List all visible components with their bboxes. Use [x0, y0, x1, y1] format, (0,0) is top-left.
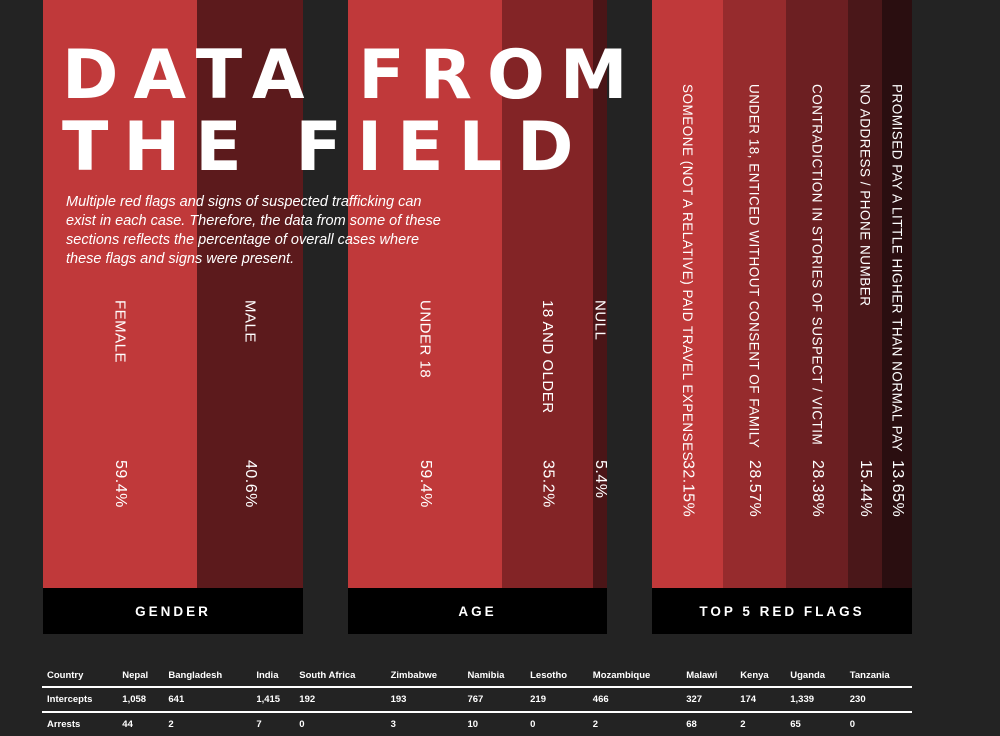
category-label-someone-not-a-relative-paid-travel-expenses: SOMEONE (NOT A RELATIVE) PAID TRAVEL EXP… [679, 84, 695, 462]
row-label: Arrests [42, 711, 118, 736]
table-cell: 1,058 [117, 686, 164, 712]
column-header-bangladesh: Bangladesh [168, 670, 223, 681]
category-label-under-18-enticed-without-consent-of-family: UNDER 18, ENTICED WITHOUT CONSENT OF FAM… [746, 84, 762, 449]
value-label-no-address-phone-number: 15.44% [856, 460, 874, 518]
page-subtitle: Multiple red flags and signs of suspecte… [66, 194, 441, 267]
table-cell: 1,339 [785, 686, 845, 712]
table-cell: 219 [525, 686, 588, 712]
category-label-male: MALE [241, 300, 259, 343]
column-header-lesotho: Lesotho [530, 670, 568, 681]
value-label-contradiction-in-stories-of-suspect-victim: 28.38% [808, 460, 826, 518]
page-title: DATA FROM THE FIELD [62, 40, 643, 184]
table-header-row: Country Nepal Bangladesh India South Africa Z… [42, 666, 912, 687]
bar-promised-pay-a-little-higher-than-normal-pay: PROMISED PAY A LITTLE HIGHER THAN NORMAL… [881, 0, 912, 588]
bar-under-18: UNDER 18 59.4% [348, 0, 502, 588]
column-header-malawi: Malawi [686, 670, 718, 681]
value-label-male: 40.6% [242, 460, 260, 508]
table-row-intercepts: Intercepts 1,058 641 1,415 192 193 767 219 466 32… [42, 686, 912, 712]
table-cell: 174 [735, 686, 786, 712]
column-header-tanzania: Tanzania [849, 670, 890, 681]
gender-bars: FEMALE 59.4% MALE 40.6% [43, 0, 303, 588]
category-label-contradiction-in-stories-of-suspect-victim: CONTRADICTION IN STORIES OF SUSPECT / VI… [809, 84, 825, 446]
bar-someone-not-a-relative-paid-travel-expenses: SOMEONE (NOT A RELATIVE) PAID TRAVEL EXP… [652, 0, 723, 588]
red-flags-bars: SOMEONE (NOT A RELATIVE) PAID TRAVEL EXP… [652, 0, 912, 588]
value-label-female: 59.4% [112, 460, 130, 508]
bar-male: MALE 40.6% [197, 0, 303, 588]
table-cell: 767 [462, 686, 526, 712]
red-flags-panel-title: TOP 5 RED FLAGS [652, 588, 912, 634]
bar-no-address-phone-number: NO ADDRESS / PHONE NUMBER 15.44% [847, 0, 882, 588]
bar-female: FEMALE 59.4% [43, 0, 198, 588]
table-cell: 0 [844, 711, 912, 736]
column-header-kenya: Kenya [740, 670, 769, 681]
table-cell: 327 [681, 686, 736, 712]
table-cell: 192 [294, 686, 386, 712]
row-label: Intercepts [42, 686, 118, 712]
gender-panel-title: GENDER [43, 588, 303, 634]
column-header-country: Country [47, 670, 84, 681]
table-cell: 0 [294, 711, 386, 736]
table-cell: 641 [163, 686, 252, 712]
value-label-null: 5.4% [591, 460, 609, 499]
category-label-promised-pay-a-little-higher-than-normal-pay: PROMISED PAY A LITTLE HIGHER THAN NORMAL… [889, 84, 905, 453]
column-header-zimbabwe: Zimbabwe [390, 670, 438, 681]
value-label-someone-not-a-relative-paid-travel-expenses: 32.15% [679, 460, 697, 518]
table-cell: 0 [525, 711, 588, 736]
value-label-under-18-enticed-without-consent-of-family: 28.57% [746, 460, 764, 518]
column-header-uganda: Uganda [790, 670, 826, 681]
category-label-18-and-older: 18 AND OLDER [538, 300, 556, 414]
column-header-south-africa: South Africa [299, 670, 356, 681]
age-panel-title: AGE [348, 588, 607, 634]
table-cell: 2 [163, 711, 252, 736]
category-label-null: NULL [591, 300, 609, 341]
column-header-namibia: Namibia [467, 670, 505, 681]
table-cell: 193 [385, 686, 463, 712]
bar-under-18-enticed-without-consent-of-family: UNDER 18, ENTICED WITHOUT CONSENT OF FAM… [722, 0, 786, 588]
column-header-india: India [256, 670, 279, 681]
country-stats-table: Country Nepal Bangladesh India South Africa Z… [42, 666, 912, 736]
table-cell: 44 [117, 711, 164, 736]
table-cell: 10 [462, 711, 526, 736]
value-label-18-and-older: 35.2% [539, 460, 557, 508]
table-cell: 7 [251, 711, 295, 736]
table-cell: 466 [587, 686, 682, 712]
value-label-under-18: 59.4% [416, 460, 434, 508]
bar-contradiction-in-stories-of-suspect-victim: CONTRADICTION IN STORIES OF SUSPECT / VI… [785, 0, 848, 588]
table-cell: 230 [844, 686, 912, 712]
table-cell: 65 [785, 711, 845, 736]
value-label-promised-pay-a-little-higher-than-normal-pay: 13.65% [888, 460, 906, 518]
bar-null: NULL 5.4% [591, 0, 609, 588]
table-cell: 68 [681, 711, 736, 736]
table-cell: 1,415 [251, 686, 295, 712]
table-cell: 2 [735, 711, 786, 736]
table-cell: 2 [587, 711, 682, 736]
category-label-female: FEMALE [111, 300, 129, 364]
table-row-arrests: Arrests 44 2 7 0 3 10 0 2 68 2 65 0 [42, 711, 912, 736]
column-header-nepal: Nepal [122, 670, 149, 681]
category-label-no-address-phone-number: NO ADDRESS / PHONE NUMBER [857, 84, 873, 307]
table-cell: 3 [385, 711, 463, 736]
title-line-2: THE FIELD [62, 108, 589, 187]
title-line-1: DATA FROM [62, 36, 643, 115]
category-label-under-18: UNDER 18 [416, 300, 434, 379]
age-bars: UNDER 18 59.4% 18 AND OLDER 35.2% NULL 5.4% [348, 0, 609, 588]
column-header-mozambique: Mozambique [592, 670, 651, 681]
bar-18-and-older: 18 AND OLDER 35.2% [501, 0, 593, 588]
